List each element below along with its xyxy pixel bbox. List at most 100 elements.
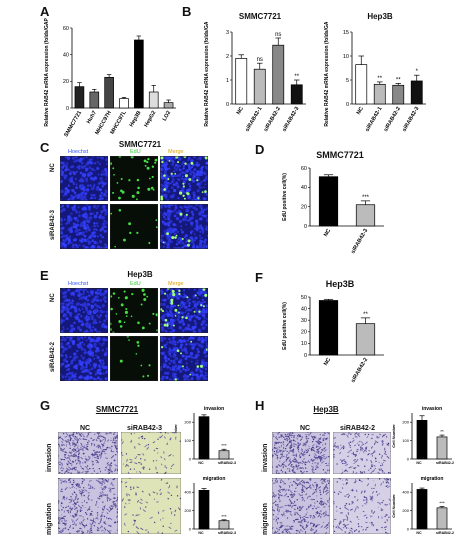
x-tick-label: siRAB42-2 <box>350 357 369 384</box>
significance-label: ns <box>275 32 281 38</box>
bar <box>392 84 405 105</box>
x-tick-label: siRAB42-1 <box>365 106 384 133</box>
x-tick-label: siRAB42-1 <box>245 106 264 133</box>
panel-c-title: SMMC7721 <box>118 140 162 149</box>
bar <box>218 520 230 530</box>
x-tick-label: siRAB42-3 <box>218 461 236 465</box>
panel-letter-e: E <box>40 268 49 283</box>
panel-g-col-si: siRAB42-3 <box>127 425 163 432</box>
bar <box>272 44 285 105</box>
panel-d-title: SMMC7721 <box>316 150 364 160</box>
bar <box>198 490 210 530</box>
x-tick-label: SMMC7721 <box>63 110 83 138</box>
bar <box>416 489 428 530</box>
y-tick-label: 40 <box>301 185 307 191</box>
transwell-h-invasion-si <box>330 429 392 476</box>
bar <box>198 416 210 460</box>
bar <box>104 76 114 109</box>
bar <box>218 450 230 460</box>
y-tick-label: 10 <box>343 54 349 60</box>
bar <box>235 58 248 105</box>
y-tick-label: 30 <box>301 318 307 324</box>
panel-c-row-sirab42-3: siRAB42-3 <box>50 209 56 240</box>
panel-g-title: SMMC7721 <box>95 405 139 414</box>
x-tick-label: siRAB42-2 <box>383 106 402 133</box>
panel-c-col-merge: Merge <box>168 149 184 155</box>
x-tick-label: LO2 <box>162 110 173 122</box>
y-axis-label: Relative RAB42 mRNA expression (folds/GA… <box>44 18 50 127</box>
y-tick-label: 60 <box>63 26 69 32</box>
x-tick-label: NC <box>198 531 204 535</box>
panel-letter-d: D <box>255 142 265 157</box>
y-tick-label: 0 <box>66 106 69 112</box>
transwell-g-invasion-si <box>120 430 182 475</box>
y-axis-label: Relative RAB42 mRNA expression (folds/GA… <box>324 22 330 127</box>
panel-e-col-hoechst: Hoechst <box>68 281 89 287</box>
panel-letter-h: H <box>255 398 265 413</box>
chart-f-edu-hep3b: 0 10 20 30 40 50 EdU positive cell(%) NC ** siRAB… <box>282 295 384 384</box>
y-tick-label: 0 <box>407 526 410 531</box>
panel-c-row-nc: NC <box>50 163 56 172</box>
panel-c-col-hoechst: Hoechst <box>68 149 89 155</box>
bar <box>355 323 376 356</box>
bar <box>318 176 339 227</box>
micrograph-c-hoechst-si <box>58 202 109 251</box>
micrograph-c-edu-nc <box>108 154 159 202</box>
y-tick-label: 5 <box>346 78 349 84</box>
bar <box>410 80 423 105</box>
bar <box>119 98 129 109</box>
panel-letter-a: A <box>40 4 50 19</box>
x-tick-label: siRAB42-2 <box>436 461 454 465</box>
x-tick-label: siRAB42-3 <box>218 531 236 535</box>
chart-h-invasion: 0 100 200 Cell Number invasion NC ** siRAB42-2 <box>391 406 454 465</box>
x-tick-label: HepG2 <box>143 110 157 128</box>
transwell-g-invasion-nc <box>56 429 121 476</box>
micrograph-e-edu-si <box>109 334 159 382</box>
bar <box>253 68 266 105</box>
micrograph-e-hoechst-si <box>58 334 110 383</box>
panel-b-title-hep3b: Hep3B <box>367 12 393 21</box>
panel-e-col-merge: Merge <box>168 281 184 287</box>
y-tick-label: 0 <box>407 456 410 461</box>
transwell-g-migration-nc <box>56 476 119 536</box>
x-tick-label: siRAB42-3 <box>350 228 369 255</box>
panel-letter-g: G <box>40 398 51 413</box>
panel-e-row-sirab42-2: siRAB42-2 <box>50 341 56 372</box>
chart-h-migration: 0 200 400 Cell Number migration NC *** siRAB42-… <box>391 476 454 535</box>
x-tick-label: NC <box>416 531 422 535</box>
micrograph-c-hoechst-nc <box>58 154 110 203</box>
bar <box>355 204 376 227</box>
micrograph-e-merge-nc <box>158 286 210 335</box>
significance-label: ** <box>363 312 368 318</box>
bar <box>148 91 159 109</box>
bar <box>436 507 448 530</box>
y-tick-label: 0 <box>189 526 192 531</box>
bar <box>416 420 428 460</box>
x-tick-label: siRAB42-2 <box>436 531 454 535</box>
transwell-h-migration-si <box>332 477 393 537</box>
y-tick-label: 1 <box>226 78 229 84</box>
y-tick-label: 0 <box>304 353 307 359</box>
y-tick-label: 60 <box>301 166 307 172</box>
y-tick-label: 20 <box>301 205 307 211</box>
panel-f-title: Hep3B <box>325 279 355 289</box>
panel-g-row-migration: migration <box>46 503 53 535</box>
micrograph-c-merge-si <box>158 202 210 251</box>
chart-a-rab42-expression: 0 20 40 60 Relative RAB42 mRNA expression (f… <box>44 18 176 138</box>
x-tick-label: siRAB42-3 <box>282 106 301 133</box>
x-tick-label: Huh7 <box>86 110 98 125</box>
panel-e-col-edu: EdU <box>130 281 141 287</box>
y-tick-label: 15 <box>343 30 349 36</box>
micrograph-c-edu-si <box>109 203 159 250</box>
chart-title: invasion <box>204 406 224 412</box>
chart-title: migration <box>421 476 444 482</box>
x-tick-label: NC <box>416 461 422 465</box>
y-tick-label: 10 <box>301 341 307 347</box>
x-tick-label: NC <box>198 461 204 465</box>
transwell-h-invasion-nc <box>269 429 332 476</box>
significance-label: *** <box>221 443 227 448</box>
y-tick-label: 200 <box>402 508 409 513</box>
y-tick-label: 400 <box>184 490 191 495</box>
y-tick-label: 20 <box>63 79 69 85</box>
micrograph-e-hoechst-nc <box>58 286 109 335</box>
